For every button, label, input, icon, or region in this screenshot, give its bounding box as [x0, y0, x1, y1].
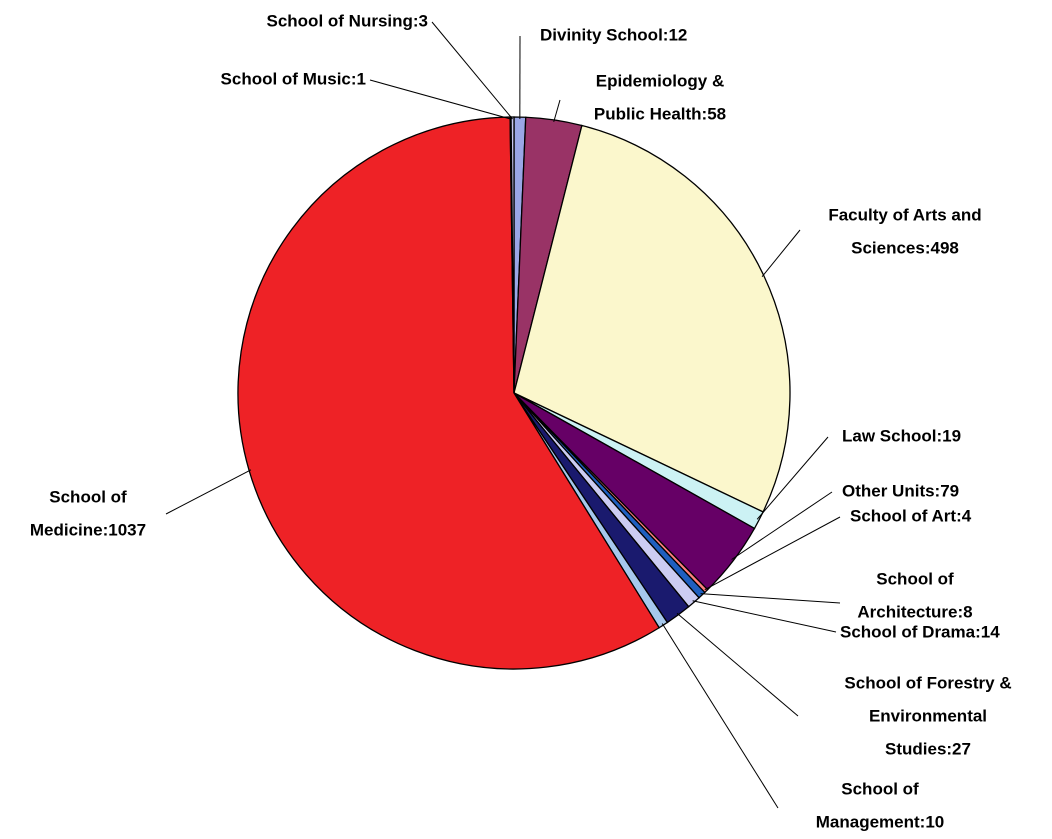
- slice-label: Environmental: [869, 706, 987, 725]
- slice-label: School of Art:4: [850, 506, 972, 525]
- leader-line: [553, 99, 561, 123]
- slice-label: Medicine:1037: [30, 520, 146, 539]
- slice-label: Epidemiology &: [596, 71, 724, 90]
- slice-label: Management:10: [816, 812, 944, 831]
- slice-label: School of Drama:14: [840, 622, 1000, 641]
- leader-line: [692, 600, 837, 633]
- slice-label: School of Forestry &: [844, 673, 1011, 692]
- slice-label: Studies:27: [885, 739, 971, 758]
- leader-line: [676, 612, 799, 717]
- slice-label: Sciences:498: [851, 238, 959, 257]
- slice-label: School of Nursing:3: [267, 11, 429, 30]
- slice-label: School of Music:1: [221, 69, 366, 88]
- leader-line: [704, 516, 841, 591]
- slice-label: Other Units:79: [842, 481, 959, 500]
- slice-label: School of: [49, 487, 127, 506]
- slice-label: Divinity School:12: [540, 25, 687, 44]
- leader-line: [431, 21, 513, 120]
- slice-label: Faculty of Arts and: [828, 205, 981, 224]
- leader-line: [165, 469, 252, 515]
- pie-slice: [513, 124, 791, 513]
- leader-line: [700, 593, 841, 604]
- slice-label: School of: [876, 569, 954, 588]
- slice-label: School of: [841, 779, 919, 798]
- slice-label: Public Health:58: [594, 104, 726, 123]
- slice-label: Architecture:8: [857, 602, 972, 621]
- leader-line: [756, 436, 829, 520]
- leader-line: [731, 491, 833, 560]
- slice-label: Law School:19: [842, 426, 961, 445]
- leader-line: [761, 229, 801, 278]
- leader-line: [661, 623, 779, 809]
- leader-line: [369, 79, 511, 120]
